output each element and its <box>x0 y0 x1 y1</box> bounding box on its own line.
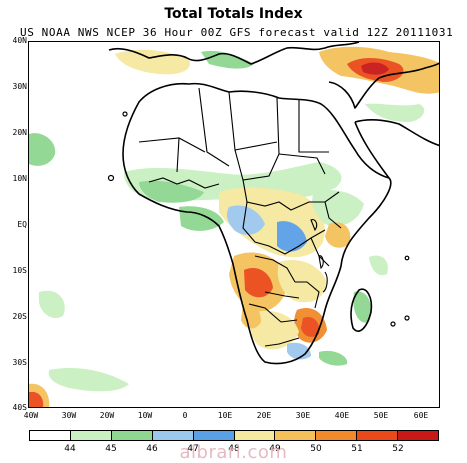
lat-label-10s: 10S <box>12 266 27 275</box>
field-levant-dark <box>361 62 389 75</box>
country-borders <box>138 87 342 347</box>
lon-label-60e: 60E <box>413 411 429 420</box>
lat-label-30n: 30N <box>12 82 27 91</box>
field-atlantic-green <box>29 133 56 166</box>
field-iberia <box>115 49 190 75</box>
lat-label-30s: 30S <box>12 358 27 367</box>
lat-label-40s: 40S <box>12 403 27 412</box>
border-lakes <box>310 219 328 293</box>
island-seychelles <box>404 255 410 261</box>
field-gulf-guinea <box>179 206 224 231</box>
border-west-africa <box>148 177 220 189</box>
lon-label-20e: 20E <box>256 411 272 420</box>
legend-swatch-10 <box>398 431 439 440</box>
legend-value-45: 45 <box>105 444 117 454</box>
island-mauritius <box>404 315 410 321</box>
field-westafrica-green <box>139 180 204 203</box>
field-southwest-orange <box>29 383 50 407</box>
legend-value-48: 48 <box>228 444 240 454</box>
lon-label-20w: 20W <box>99 411 115 420</box>
field-mozambique-red <box>301 316 320 337</box>
coastline-arabia <box>354 119 439 179</box>
lat-label-eq: EQ <box>17 220 27 229</box>
legend-swatch-3 <box>111 431 153 440</box>
lat-label-20s: 20S <box>12 312 27 321</box>
legend-swatch-4 <box>152 431 194 440</box>
coastline-madagascar <box>350 288 373 332</box>
field-southatlantic-band <box>48 367 129 392</box>
legend-value-47: 47 <box>187 444 199 454</box>
lon-label-50e: 50E <box>373 411 389 420</box>
lon-label-10w: 10W <box>137 411 153 420</box>
map-title: Total Totals Index <box>164 6 303 22</box>
index-field <box>29 46 439 407</box>
legend-swatch-6 <box>234 431 276 440</box>
legend-swatch-9 <box>357 431 399 440</box>
lat-label-20n: 20N <box>12 128 27 137</box>
coastline-africa <box>122 82 392 365</box>
coastlines <box>108 42 439 365</box>
legend-swatch-7 <box>275 431 317 440</box>
border-algeria-libya <box>198 87 280 167</box>
field-east-orange <box>325 222 351 248</box>
field-madagascar-green <box>353 291 372 323</box>
field-red-sea <box>365 103 425 122</box>
map-subtitle: US NOAA NWS NCEP 36 Hour 00Z GFS forecas… <box>20 26 454 39</box>
lat-label-40n: 40N <box>12 36 27 45</box>
field-southafrica-yellow <box>250 310 299 350</box>
lon-label-30w: 30W <box>61 411 77 420</box>
island-reunion <box>390 321 396 327</box>
lat-label-10n: 10N <box>12 174 27 183</box>
map-area <box>28 41 440 408</box>
border-sahel <box>138 137 326 181</box>
legend-value-44: 44 <box>64 444 76 454</box>
legend-value-46: 46 <box>146 444 158 454</box>
field-southatlantic-green <box>39 290 65 319</box>
island-canaries <box>122 111 128 117</box>
legend-swatch-1 <box>30 431 71 440</box>
field-congo-blue <box>277 221 307 252</box>
legend-swatch-5 <box>193 431 235 440</box>
lon-label-0: 0 <box>182 411 188 420</box>
lon-label-30e: 30E <box>295 411 311 420</box>
color-legend <box>29 430 439 441</box>
field-southafrica-blue <box>287 342 311 360</box>
field-eastafrica-green <box>312 190 364 226</box>
coastline-levant <box>328 62 439 109</box>
legend-value-50: 50 <box>310 444 322 454</box>
border-congo <box>242 201 326 255</box>
coastline-europe <box>108 42 360 65</box>
border-south <box>248 255 320 347</box>
island-cape-verde <box>107 174 115 182</box>
legend-value-49: 49 <box>269 444 281 454</box>
field-zambia-yellow <box>277 260 327 303</box>
border-egypt <box>298 100 329 153</box>
legend-swatch-8 <box>316 431 358 440</box>
border-central <box>242 179 340 211</box>
field-namibia-orange <box>241 302 261 329</box>
field-indian-ocean-green <box>319 350 348 366</box>
field-southwest-red <box>29 391 44 407</box>
field-central-blue <box>226 205 265 235</box>
watermark: albrari.com <box>179 442 288 463</box>
legend-value-51: 51 <box>351 444 363 454</box>
islands <box>107 111 410 327</box>
field-angola-red <box>244 268 273 298</box>
lon-label-40e: 40E <box>334 411 350 420</box>
legend-swatch-2 <box>70 431 112 440</box>
field-indian-east-green <box>369 255 388 276</box>
legend-value-52: 52 <box>392 444 404 454</box>
lon-label-10e: 10E <box>217 411 233 420</box>
lon-label-40w: 40W <box>23 411 39 420</box>
